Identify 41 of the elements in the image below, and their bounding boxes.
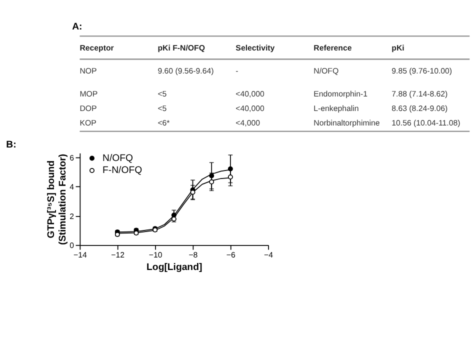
text: A: (72, 21, 82, 32)
text: N/OFQ (314, 66, 339, 76)
text: L-enkephalin (314, 104, 359, 113)
text: 10.56 (10.04-11.08) (392, 118, 461, 128)
x-axis-title: Log[Ligand] (146, 262, 202, 273)
category-label: pKi F-N/OFQ (158, 43, 205, 52)
y-tick-label: 4 (70, 182, 75, 192)
text: - (236, 66, 239, 76)
text: <40,000 (236, 104, 265, 113)
text: <5 (158, 89, 168, 98)
text: <4,000 (236, 118, 261, 128)
legend-label: N/OFQ (102, 152, 134, 164)
category-label: Receptor (80, 43, 114, 52)
x-tick-label: −12 (111, 250, 125, 260)
x-tick-label: −4 (264, 250, 274, 260)
text: 9.85 (9.76-10.00) (392, 66, 452, 76)
legend-label: F-N/OFQ (102, 165, 143, 176)
x-tick-label: −6 (226, 250, 236, 260)
category-label: Selectivity (236, 43, 276, 52)
x-tick-label: −14 (73, 250, 88, 260)
x-tick-label: −10 (148, 250, 163, 260)
text: DOP (80, 104, 97, 113)
text: 7.88 (7.14-8.62) (392, 89, 448, 98)
text: <6* (158, 118, 170, 128)
text: KOP (80, 118, 96, 128)
y-axis-title: GTPγ[³⁵S] bound (Stimulation Factor) (46, 154, 68, 245)
category-label: Reference (314, 43, 352, 52)
text: MOP (80, 89, 98, 98)
text: <5 (158, 104, 168, 113)
text: Norbinaltorphimine (314, 118, 380, 128)
text: 9.60 (9.56-9.64) (158, 66, 214, 76)
x-tick-label: −8 (188, 250, 198, 260)
text: 8.63 (8.24-9.06) (392, 104, 448, 113)
y-tick-label: 6 (70, 153, 75, 162)
category-label: pKi (392, 43, 404, 52)
y-tick-label: 0 (70, 241, 75, 250)
chart-title: B: (6, 140, 16, 151)
text: <40,000 (236, 89, 265, 98)
text: NOP (80, 66, 97, 76)
y-tick-label: 2 (70, 212, 74, 221)
text: Endomorphin-1 (314, 89, 368, 98)
